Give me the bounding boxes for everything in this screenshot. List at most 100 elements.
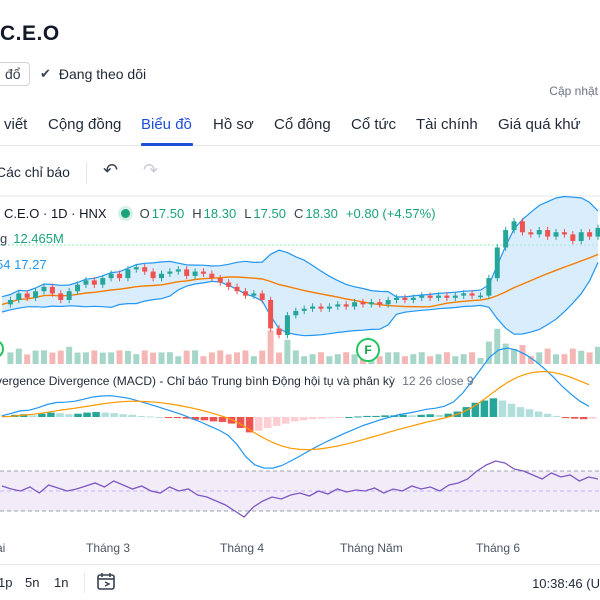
macd-histogram-bar <box>444 413 453 417</box>
candle-body <box>587 232 593 237</box>
candle-body <box>503 230 509 248</box>
rsi-band <box>0 471 600 511</box>
indicators-button[interactable]: Các chỉ báo <box>0 164 70 180</box>
calendar-icon[interactable] <box>96 571 116 591</box>
macd-histogram-bar <box>146 416 155 418</box>
volume-bar <box>544 348 551 364</box>
ma-legend: 54 17.27 <box>0 257 47 272</box>
volume-bar <box>7 352 14 364</box>
macd-histogram-bar <box>191 417 200 420</box>
volume-bar <box>393 352 400 364</box>
volume-bar <box>108 352 115 364</box>
volume-bars <box>7 328 600 364</box>
volume-bar <box>553 354 560 364</box>
x-axis-label: Tháng 3 <box>86 541 131 555</box>
high-value: 18.30 <box>203 206 237 221</box>
candle-body <box>142 267 148 272</box>
tab-dividends[interactable]: Cổ tức <box>351 116 397 133</box>
chart-area[interactable] <box>0 194 600 564</box>
volume-bar <box>242 350 249 364</box>
active-tab-underline <box>141 143 193 146</box>
volume-bar <box>334 354 341 364</box>
candle-body <box>561 232 567 235</box>
candle-body <box>486 278 492 296</box>
tab-nav: viết Cộng đồng Biểu đồ Hồ sơ Cổ đông Cổ … <box>0 110 600 146</box>
volume-bar <box>301 356 308 364</box>
macd-histogram-bar <box>327 417 335 419</box>
tab-price-history[interactable]: Giá quá khứ <box>498 116 581 133</box>
candle-body <box>16 293 22 300</box>
range-1n-button[interactable]: 1n <box>54 575 69 590</box>
tab-financials[interactable]: Tài chính <box>416 116 478 133</box>
candle-body <box>553 232 559 237</box>
volume-bar <box>217 350 224 364</box>
volume-bar <box>267 330 274 364</box>
tab-shareholders[interactable]: Cổ đông <box>274 116 331 133</box>
bottom-toolbar: 1p 5n 1n 10:38:46 (U <box>0 564 600 600</box>
volume-bar <box>418 352 425 364</box>
volume-bar <box>166 352 173 364</box>
x-axis-label: Tháng 4 <box>220 541 265 555</box>
volume-bar <box>595 346 600 364</box>
macd-histogram-bar <box>471 402 480 417</box>
tab-community[interactable]: Cộng đồng <box>48 116 122 133</box>
candle-body <box>242 291 248 296</box>
candle-body <box>377 302 383 305</box>
tab-write[interactable]: viết <box>4 116 28 133</box>
volume-bar <box>385 352 392 364</box>
candles <box>7 218 600 339</box>
candle-body <box>595 227 600 237</box>
tab-profile[interactable]: Hồ sơ <box>213 116 254 133</box>
volume-bar <box>150 352 157 364</box>
macd-histogram-bar <box>498 400 507 417</box>
volume-bar <box>66 346 73 364</box>
high-label: H <box>192 206 202 221</box>
volume-bar <box>250 356 257 364</box>
macd-histogram-bar <box>137 415 145 417</box>
macd-histogram-bar <box>74 413 82 417</box>
candle-body <box>192 271 198 276</box>
volume-bar <box>124 350 131 364</box>
candle-body <box>75 284 81 292</box>
macd-histogram-bar <box>426 414 434 417</box>
volume-bar <box>141 350 148 364</box>
macd-histogram-bar <box>309 417 317 420</box>
moving-average-line <box>1 253 599 308</box>
candle-body <box>494 247 500 279</box>
low-label: L <box>244 206 252 221</box>
tab-chart[interactable]: Biểu đồ <box>141 116 192 133</box>
volume-bar <box>351 354 358 364</box>
follow-button[interactable]: ✔ Đang theo dõi <box>40 62 146 86</box>
chart-mode-button[interactable]: đổ <box>0 62 30 86</box>
symbol-line: C.E.O · 1D · HNX <box>4 206 107 221</box>
event-marker-f[interactable]: F <box>356 338 380 362</box>
volume-bar <box>82 352 89 364</box>
candle-body <box>226 282 232 287</box>
range-1p-button[interactable]: 1p <box>0 575 13 590</box>
range-5n-button[interactable]: 5n <box>25 575 40 590</box>
macd-histogram-bar <box>218 417 227 422</box>
macd-histogram-bar <box>173 417 182 419</box>
x-axis-label: ai <box>0 541 6 555</box>
candle-body <box>108 273 114 279</box>
volume-bar <box>401 356 408 364</box>
candle-body <box>66 291 72 300</box>
volume-bar <box>527 356 534 364</box>
candle-body <box>427 295 433 298</box>
volume-bar <box>74 352 81 364</box>
macd-histogram-bar <box>236 417 245 428</box>
volume-value: 12.465M <box>13 231 64 246</box>
volume-bar <box>99 352 106 364</box>
macd-histogram-bar <box>363 415 371 417</box>
volume-bar <box>116 350 123 364</box>
volume-bar <box>40 350 47 364</box>
macd-signal-line <box>1 370 590 451</box>
candle-body <box>335 304 341 307</box>
macd-histogram-bar <box>200 417 209 421</box>
volume-bar <box>200 356 207 364</box>
redo-icon[interactable]: ↷ <box>143 160 159 180</box>
volume-bar <box>578 350 585 364</box>
candle-body <box>91 280 97 285</box>
candle-body <box>444 295 450 298</box>
undo-icon[interactable]: ↶ <box>103 160 119 180</box>
